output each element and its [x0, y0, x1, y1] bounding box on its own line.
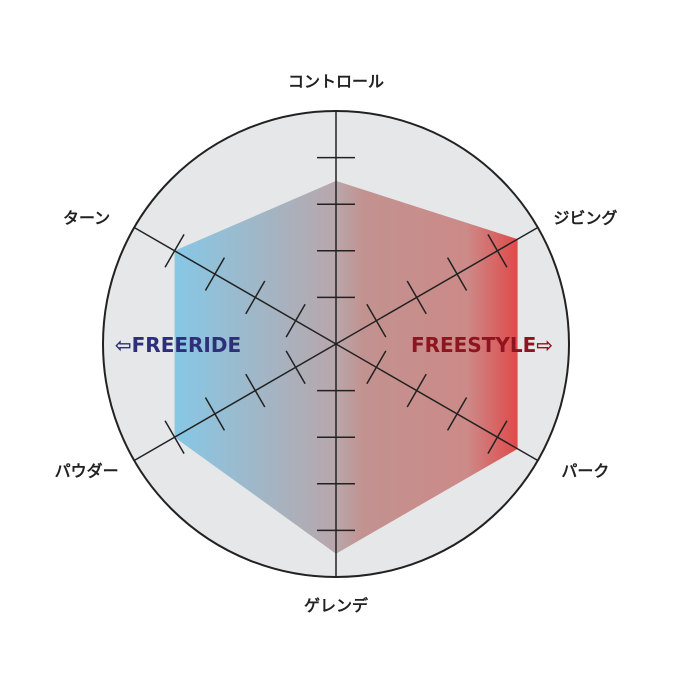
axis-tick [487, 420, 508, 455]
axis-tick [204, 397, 226, 431]
axis-label: ジビング [553, 209, 617, 228]
axis-tick [406, 280, 427, 315]
axis-tick [285, 303, 306, 338]
axis-tick [204, 257, 226, 291]
axis-tick [366, 303, 387, 338]
axis-tick [164, 233, 185, 268]
axis-tick [164, 420, 185, 455]
axis-tick [285, 350, 306, 385]
axis-label: パーク [561, 462, 609, 481]
axis-label: パウダー [55, 462, 119, 481]
axis-line [335, 343, 539, 462]
freeride-label: ⇦FREERIDE [115, 333, 241, 357]
freestyle-label: FREESTYLE⇨ [411, 333, 553, 357]
radar-data-polygon [174, 180, 518, 554]
axis-line [133, 226, 337, 345]
axis-tick [245, 373, 266, 408]
axis-tick [366, 350, 387, 385]
axis-tick [406, 373, 427, 408]
axis-line [335, 226, 539, 345]
axis-tick [446, 397, 468, 431]
axis-tick [245, 280, 266, 315]
axis-label: ターン [63, 209, 110, 228]
axis-tick [487, 233, 508, 268]
axis-line [133, 343, 337, 462]
axis-label: ゲレンデ [304, 596, 369, 615]
axis-tick [446, 257, 468, 291]
axis-label: コントロール [288, 72, 384, 91]
